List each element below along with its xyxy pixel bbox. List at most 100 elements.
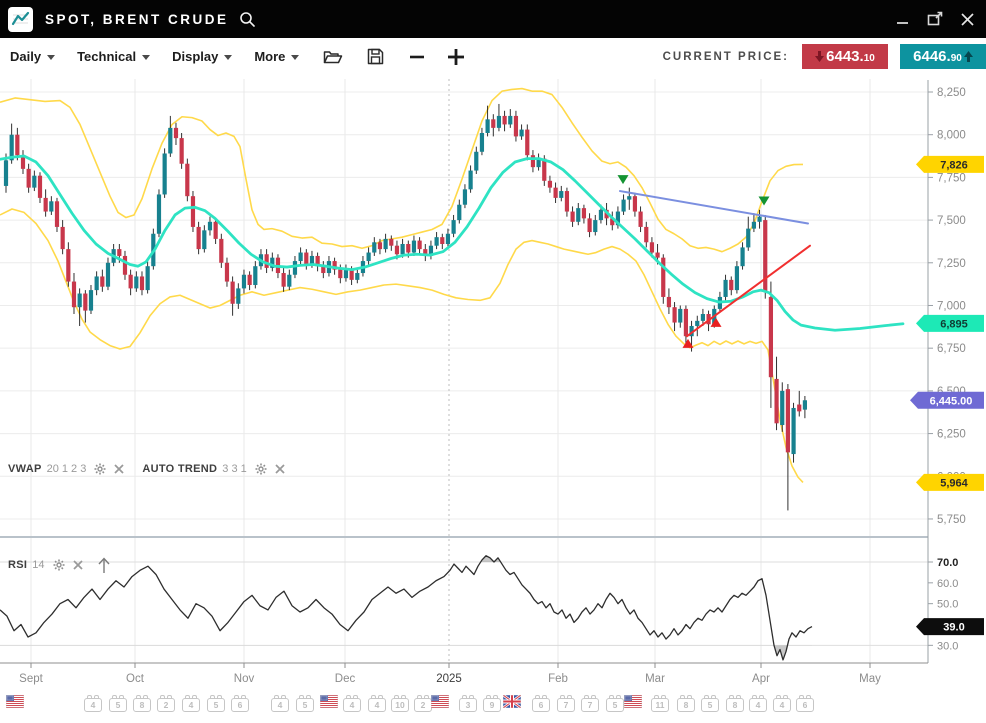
svg-text:May: May (859, 673, 881, 685)
calendar-event-icon[interactable]: 4 (368, 694, 386, 712)
svg-text:50.0: 50.0 (937, 599, 958, 611)
technical-menu[interactable]: Technical (77, 49, 151, 64)
timeframe-menu[interactable]: Daily (10, 49, 56, 64)
vwap-remove-icon[interactable] (114, 464, 124, 474)
timeframe-menu-label: Daily (10, 49, 42, 64)
close-icon[interactable] (958, 10, 976, 28)
calendar-event-icon[interactable]: 5 (701, 694, 719, 712)
calendar-event-icon[interactable]: 5 (296, 694, 314, 712)
svg-text:5,750: 5,750 (937, 514, 966, 526)
us-flag-event-icon[interactable] (5, 694, 25, 713)
us-flag-event-icon[interactable] (430, 694, 450, 713)
chart-toolbar: Daily Technical Display More (0, 38, 986, 76)
calendar-event-icon[interactable]: 7 (581, 694, 599, 712)
calendar-event-icon[interactable]: 8 (677, 694, 695, 712)
vwap-settings-gear-icon[interactable] (94, 463, 106, 475)
us-flag-event-icon[interactable] (319, 694, 339, 713)
uk-flag-icon (502, 693, 522, 710)
calendar-event-icon[interactable]: 3 (459, 694, 477, 712)
axis-price-badge: 6,445.00 (910, 391, 984, 409)
rsi-params: 14 (32, 559, 45, 571)
us-flag-icon (5, 694, 25, 709)
axis-badges: 7,826 6,895 6,445.00 5,964 39.0 (910, 155, 984, 636)
save-icon[interactable] (367, 48, 384, 65)
search-icon[interactable] (239, 11, 256, 28)
calendar-event-icon[interactable]: 4 (84, 694, 102, 712)
svg-text:5,964: 5,964 (940, 477, 968, 489)
svg-text:8,250: 8,250 (937, 87, 966, 99)
zoom-out-button[interactable] (408, 48, 426, 66)
trendlines (619, 190, 811, 338)
calendar-event-icon[interactable]: 5 (606, 694, 624, 712)
svg-text:6,750: 6,750 (937, 343, 966, 355)
calendar-event-icon[interactable]: 4 (749, 694, 767, 712)
title-bar: SPOT, BRENT CRUDE (0, 0, 986, 38)
chevron-down-icon (47, 55, 56, 60)
svg-text:Dec: Dec (335, 673, 356, 685)
minimize-icon[interactable] (894, 10, 912, 28)
autotrend-settings-gear-icon[interactable] (255, 463, 267, 475)
calendar-event-icon[interactable]: 6 (532, 694, 550, 712)
display-menu[interactable]: Display (172, 49, 233, 64)
popout-window-icon[interactable] (926, 10, 944, 28)
svg-text:Mar: Mar (645, 673, 665, 685)
ask-price-dec: 90 (950, 52, 962, 64)
calendar-event-icon[interactable]: 4 (182, 694, 200, 712)
svg-text:70.0: 70.0 (937, 557, 958, 569)
autotrend-remove-icon[interactable] (275, 464, 285, 474)
svg-text:6,895: 6,895 (940, 318, 968, 330)
svg-text:7,826: 7,826 (940, 159, 968, 171)
svg-text:6,250: 6,250 (937, 429, 966, 441)
calendar-event-icon[interactable]: 4 (773, 694, 791, 712)
calendar-event-icon[interactable]: 2 (157, 694, 175, 712)
zoom-in-button[interactable] (446, 47, 466, 67)
display-menu-label: Display (172, 49, 219, 64)
calendar-event-icon[interactable]: 6 (796, 694, 814, 712)
axis-price-badge: 39.0 (916, 618, 984, 636)
us-flag-event-icon[interactable] (623, 694, 643, 713)
calendar-event-icon[interactable]: 5 (207, 694, 225, 712)
chart-canvas[interactable]: 70.0 60.0 50.0 30.0 8,250 8,000 7,750 7,500 7,25… (0, 75, 986, 723)
calendar-event-icon[interactable]: 2 (414, 694, 432, 712)
svg-text:2025: 2025 (436, 673, 462, 685)
uk-flag-event-icon[interactable] (502, 693, 522, 713)
arrow-up-icon (963, 51, 973, 62)
rsi-settings-gear-icon[interactable] (53, 559, 65, 571)
symbol-title: SPOT, BRENT CRUDE (45, 11, 229, 27)
svg-text:7,500: 7,500 (937, 215, 966, 227)
calendar-event-icon[interactable]: 11 (651, 694, 669, 712)
rsi-remove-icon[interactable] (72, 560, 83, 570)
calendar-event-icon[interactable]: 8 (133, 694, 151, 712)
open-folder-icon[interactable] (323, 49, 343, 65)
calendar-event-icon[interactable]: 7 (557, 694, 575, 712)
chevron-down-icon (142, 55, 151, 60)
current-price-label: CURRENT PRICE: (662, 50, 789, 63)
expand-pane-arrow-icon[interactable] (96, 555, 112, 575)
svg-text:7,000: 7,000 (937, 300, 966, 312)
autotrend-label: AUTO TREND (142, 463, 218, 475)
calendar-event-icon[interactable]: 8 (726, 694, 744, 712)
calendar-event-icon[interactable]: 10 (391, 694, 409, 712)
rsi-pane: 70.0 60.0 50.0 30.0 (0, 536, 958, 661)
rsi-indicator-row: RSI 14 (8, 555, 112, 575)
svg-text:8,000: 8,000 (937, 130, 966, 142)
axes: 8,2508,0007,7507,5007,2507,0006,7506,500… (0, 80, 966, 685)
autotrend-params: 3 3 1 (222, 463, 247, 475)
more-menu-label: More (254, 49, 286, 64)
ask-price-badge: 6446. 90 (900, 44, 986, 69)
axis-price-badge: 5,964 (916, 473, 984, 491)
rsi-label: RSI (8, 559, 28, 571)
calendar-event-icon[interactable]: 5 (109, 694, 127, 712)
candles (3, 103, 808, 511)
arrow-down-icon (815, 51, 825, 62)
svg-text:7,750: 7,750 (937, 172, 966, 184)
svg-text:Oct: Oct (126, 673, 145, 685)
more-menu[interactable]: More (254, 49, 300, 64)
calendar-event-icon[interactable]: 9 (483, 694, 501, 712)
calendar-event-icon[interactable]: 4 (343, 694, 361, 712)
calendar-event-icon[interactable]: 4 (271, 694, 289, 712)
svg-text:7,250: 7,250 (937, 258, 966, 270)
calendar-event-icon[interactable]: 6 (231, 694, 249, 712)
